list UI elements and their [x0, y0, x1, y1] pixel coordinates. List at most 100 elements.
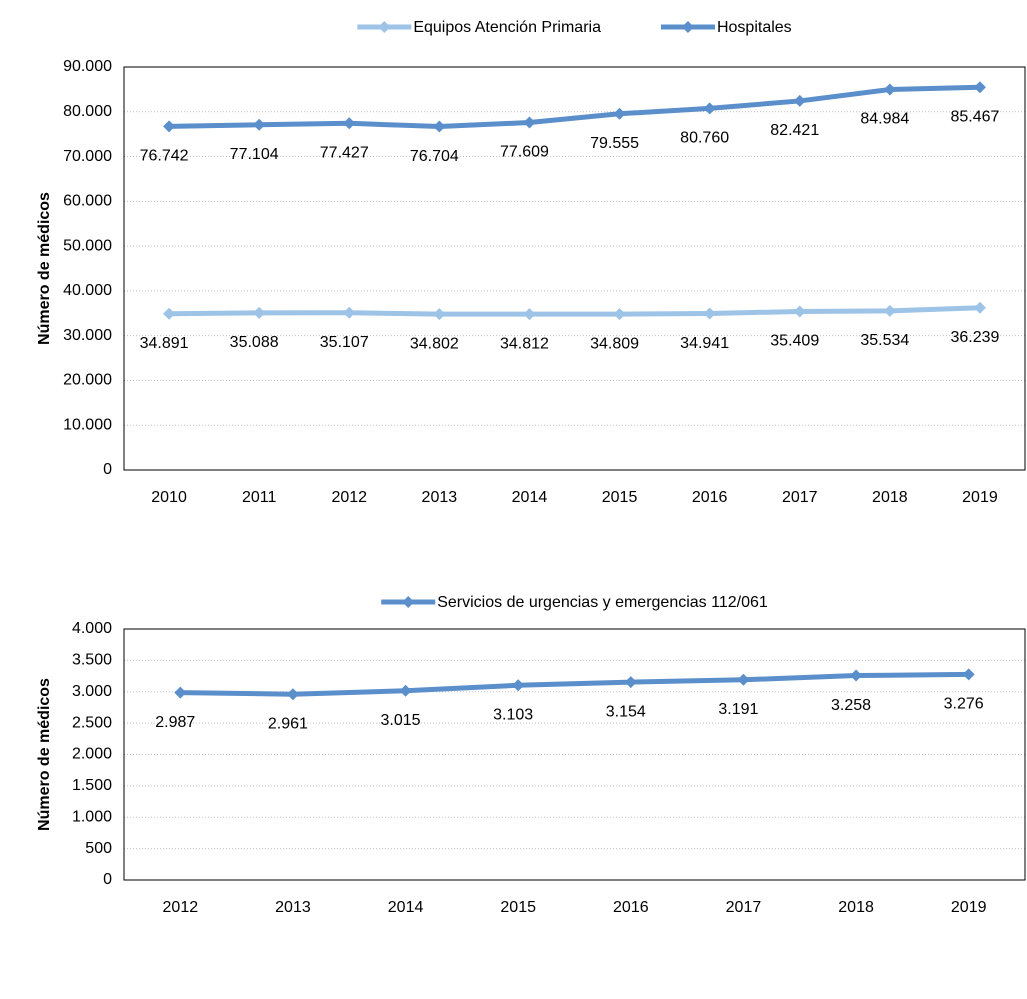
data-label: 77.609 — [500, 144, 549, 161]
data-label: 34.812 — [500, 335, 549, 352]
y-tick-label: 80.000 — [63, 103, 112, 120]
legend-marker — [402, 596, 415, 608]
y-tick-label: 0 — [103, 871, 112, 888]
marker — [253, 306, 266, 319]
marker — [973, 301, 986, 314]
marker — [624, 676, 637, 689]
y-tick-label: 4.000 — [72, 620, 112, 637]
y-tick-label: 10.000 — [63, 416, 112, 433]
data-label: 3.015 — [381, 712, 421, 729]
data-label: 76.742 — [140, 148, 189, 165]
y-tick-label: 1.500 — [72, 777, 112, 794]
data-label: 2.961 — [268, 715, 308, 732]
marker — [613, 107, 626, 120]
y-tick-label: 40.000 — [63, 282, 112, 299]
x-tick-label: 2016 — [613, 899, 649, 916]
marker — [523, 308, 536, 321]
y-tick-label: 70.000 — [63, 148, 112, 165]
data-label: 84.984 — [860, 111, 909, 128]
marker — [433, 308, 446, 321]
data-label: 3.258 — [831, 697, 871, 714]
marker — [883, 304, 896, 317]
marker — [512, 679, 525, 692]
marker — [343, 117, 356, 130]
data-label: 3.154 — [606, 703, 646, 720]
marker — [286, 688, 299, 701]
marker — [883, 83, 896, 96]
x-tick-label: 2014 — [388, 899, 424, 916]
x-tick-label: 2016 — [692, 489, 728, 506]
x-tick-label: 2012 — [331, 489, 367, 506]
series-line — [169, 305, 981, 317]
x-tick-label: 2019 — [951, 899, 987, 916]
data-label: 3.103 — [493, 707, 533, 724]
y-tick-label: 2.500 — [72, 714, 112, 731]
data-label: 36.239 — [950, 329, 999, 346]
data-label: 34.941 — [680, 335, 729, 352]
data-label: 85.467 — [950, 109, 999, 126]
x-tick-label: 2013 — [422, 489, 458, 506]
data-label: 3.191 — [718, 701, 758, 718]
x-tick-label: 2017 — [782, 489, 818, 506]
legend-label: Hospitales — [717, 19, 792, 36]
marker — [523, 116, 536, 129]
data-label: 79.555 — [590, 135, 639, 152]
series-line — [169, 84, 981, 130]
y-tick-label: 3.000 — [72, 683, 112, 700]
y-tick-label: 90.000 — [63, 58, 112, 75]
y-tick-label: 50.000 — [63, 237, 112, 254]
legend-item: Equipos Atención Primaria — [357, 19, 601, 36]
y-tick-label: 30.000 — [63, 327, 112, 344]
data-label: 35.088 — [230, 334, 279, 351]
data-label: 34.802 — [410, 335, 459, 352]
marker — [703, 307, 716, 320]
y-tick-label: 500 — [85, 840, 112, 857]
x-tick-label: 2019 — [962, 489, 998, 506]
marker — [613, 308, 626, 321]
marker — [793, 305, 806, 318]
marker — [793, 94, 806, 107]
y-axis-title: Número de médicos — [36, 192, 53, 345]
x-tick-label: 2015 — [500, 899, 536, 916]
x-tick-label: 2014 — [512, 489, 548, 506]
legend-marker — [681, 21, 694, 33]
y-tick-label: 2.000 — [72, 746, 112, 763]
data-label: 76.704 — [410, 148, 459, 165]
marker — [850, 669, 863, 682]
y-tick-label: 0 — [103, 461, 112, 478]
plot-border — [123, 628, 1026, 881]
marker — [253, 118, 266, 131]
plot-border — [123, 66, 1026, 471]
legend-label: Equipos Atención Primaria — [413, 19, 601, 36]
marker — [973, 81, 986, 94]
data-label: 34.809 — [590, 335, 639, 352]
data-label: 2.987 — [155, 714, 195, 731]
marker — [433, 120, 446, 133]
x-tick-label: 2013 — [275, 899, 311, 916]
x-tick-label: 2017 — [726, 899, 762, 916]
marker — [399, 684, 412, 697]
data-label: 77.104 — [230, 146, 279, 163]
data-label: 35.534 — [860, 332, 909, 349]
legend-item: Hospitales — [660, 19, 792, 36]
data-label: 35.409 — [770, 333, 819, 350]
y-axis-title: Número de médicos — [36, 678, 53, 831]
x-tick-label: 2012 — [163, 899, 199, 916]
data-label: 3.276 — [944, 696, 984, 713]
data-label: 34.891 — [140, 335, 189, 352]
y-tick-label: 3.500 — [72, 652, 112, 669]
series-line — [180, 671, 969, 697]
marker — [343, 306, 356, 319]
x-tick-label: 2010 — [151, 489, 187, 506]
x-tick-label: 2015 — [602, 489, 638, 506]
marker — [174, 686, 187, 699]
data-label: 35.107 — [320, 334, 369, 351]
y-tick-label: 60.000 — [63, 193, 112, 210]
marker — [163, 120, 176, 133]
marker — [163, 307, 176, 320]
marker — [703, 102, 716, 115]
marker — [962, 668, 975, 681]
data-label: 82.421 — [770, 122, 819, 139]
data-label: 77.427 — [320, 145, 369, 162]
